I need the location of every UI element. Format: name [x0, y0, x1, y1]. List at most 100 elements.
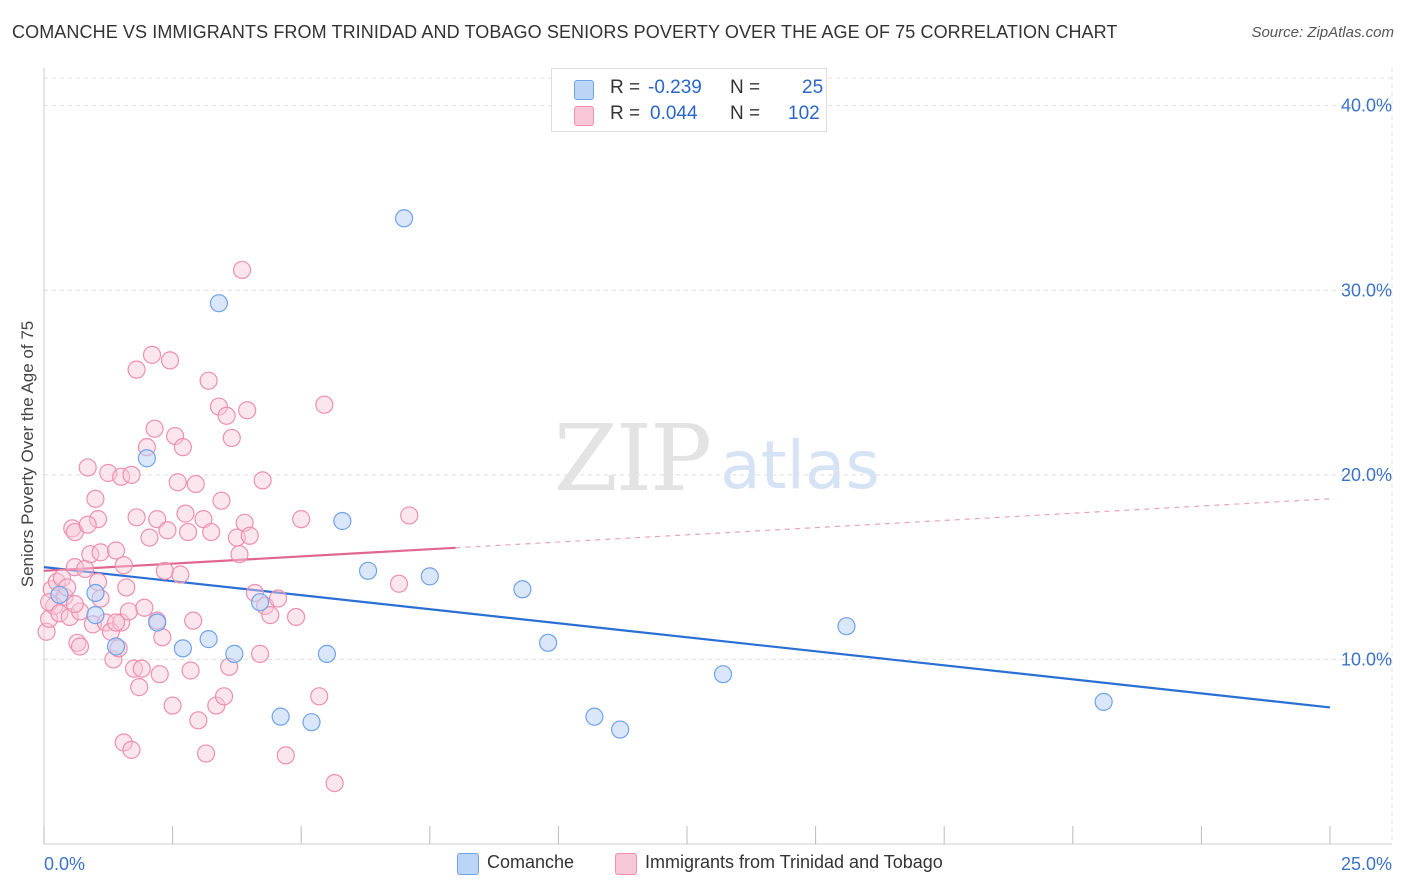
trinidad-point: [214, 687, 234, 706]
r-value: 0.044: [650, 103, 698, 124]
trinidad-point: [222, 428, 241, 448]
watermark: ZIP atlas: [554, 405, 880, 512]
comanche-point: [1094, 692, 1113, 711]
n-value: 25: [802, 77, 824, 98]
trinidad-point: [261, 606, 280, 625]
trinidad-point: [176, 504, 195, 523]
trinidad-point: [310, 687, 329, 706]
y-tick-label: 20.0%: [1341, 465, 1392, 485]
comanche-point: [209, 294, 228, 313]
trinidad-point: [238, 401, 257, 420]
comanche-point: [86, 583, 105, 603]
trinidad-point: [142, 345, 162, 364]
trinidad-point: [173, 438, 192, 457]
trinidad-point: [140, 528, 159, 547]
trinidad-point: [106, 613, 126, 632]
watermark-atlas: atlas: [720, 427, 880, 504]
trinidad-point: [114, 733, 133, 752]
trinidad-point: [209, 397, 228, 416]
n-label: N =: [730, 77, 761, 98]
source-label: Source: ZipAtlas.com: [1251, 24, 1394, 41]
comanche-point: [333, 511, 352, 531]
trinidad-point: [127, 508, 146, 527]
trinidad-point: [240, 526, 259, 545]
trinidad-point: [268, 589, 288, 608]
trinidad-point: [78, 515, 97, 534]
trinidad-point: [163, 696, 182, 715]
trinidad-point: [207, 696, 226, 715]
trinidad-point: [286, 607, 306, 627]
trinidad-point: [124, 659, 144, 678]
trinidad-point: [91, 543, 110, 562]
trinidad-point: [199, 371, 218, 390]
trinidad-point: [315, 395, 334, 414]
comanche-point: [513, 580, 532, 599]
comanche-point: [539, 633, 558, 652]
comanche-legend-label: Comanche: [487, 852, 575, 872]
trinidad-point: [181, 661, 200, 680]
tick-labels: 10.0% 20.0% 30.0% 40.0% 0.0% 25.0%: [44, 96, 1392, 874]
trinidad-point: [184, 611, 203, 630]
n-value: 102: [788, 103, 820, 124]
trinidad-point: [276, 746, 295, 765]
r-label: R =: [610, 77, 641, 98]
trinidad-point: [189, 711, 208, 730]
trinidad-point: [119, 602, 138, 621]
trinidad-point: [127, 360, 146, 379]
trinidad-point: [158, 521, 177, 540]
comanche-point: [358, 561, 378, 580]
trinidad-point: [178, 522, 198, 542]
trinidad-point: [250, 644, 270, 663]
trinidad-point: [135, 598, 154, 617]
trinidad-point: [50, 604, 69, 623]
trinidad-point: [155, 561, 174, 580]
chart-title: COMANCHE VS IMMIGRANTS FROM TRINIDAD AND…: [12, 22, 1118, 42]
trinidad-point: [400, 506, 419, 525]
comanche-point: [611, 720, 630, 739]
trinidad-legend-label: Immigrants from Trinidad and Tobago: [645, 852, 943, 872]
data-points: [37, 209, 1113, 793]
trinidad-legend-swatch: [615, 853, 637, 875]
trinidad-point: [132, 659, 151, 678]
trinidad-point: [232, 260, 252, 280]
comanche-point: [317, 644, 337, 663]
trinidad-point: [88, 510, 108, 529]
comanche-point: [106, 637, 126, 656]
trinidad-point: [325, 773, 344, 793]
comanche-point: [420, 567, 439, 586]
comanche-point: [302, 713, 321, 732]
trend-lines: [43, 498, 1331, 709]
comanche-point: [199, 630, 218, 649]
trinidad-point: [145, 419, 164, 438]
trinidad-point: [160, 351, 180, 370]
comanche-point: [86, 606, 105, 625]
trinidad-trend-line: [43, 546, 456, 572]
trinidad-point: [212, 491, 231, 510]
comanche-point: [137, 449, 156, 468]
r-label: R =: [610, 103, 641, 124]
trinidad-point: [122, 740, 141, 759]
comanche-legend-swatch: [457, 853, 479, 875]
trinidad-point: [150, 665, 169, 684]
trinidad-point: [171, 565, 190, 584]
trinidad-point: [202, 522, 221, 542]
trinidad-point: [122, 465, 141, 484]
trinidad-point: [65, 594, 84, 614]
trinidad-point: [70, 637, 90, 656]
trinidad-point: [196, 744, 216, 763]
trinidad-point: [106, 541, 126, 560]
trinidad-point: [148, 510, 167, 529]
n-label: N =: [730, 103, 761, 124]
comanche-point: [713, 665, 733, 684]
trinidad-point: [114, 556, 133, 575]
trinidad-point: [117, 578, 136, 597]
y-tick-label: 30.0%: [1341, 280, 1392, 300]
trinidad-swatch: [574, 106, 594, 126]
comanche-point: [394, 209, 414, 228]
y-tick-label: 10.0%: [1341, 649, 1392, 669]
x-tick-label: 0.0%: [44, 854, 85, 874]
trinidad-point: [292, 510, 311, 529]
comanche-point: [173, 639, 192, 658]
x-tick-label: 25.0%: [1341, 854, 1392, 874]
